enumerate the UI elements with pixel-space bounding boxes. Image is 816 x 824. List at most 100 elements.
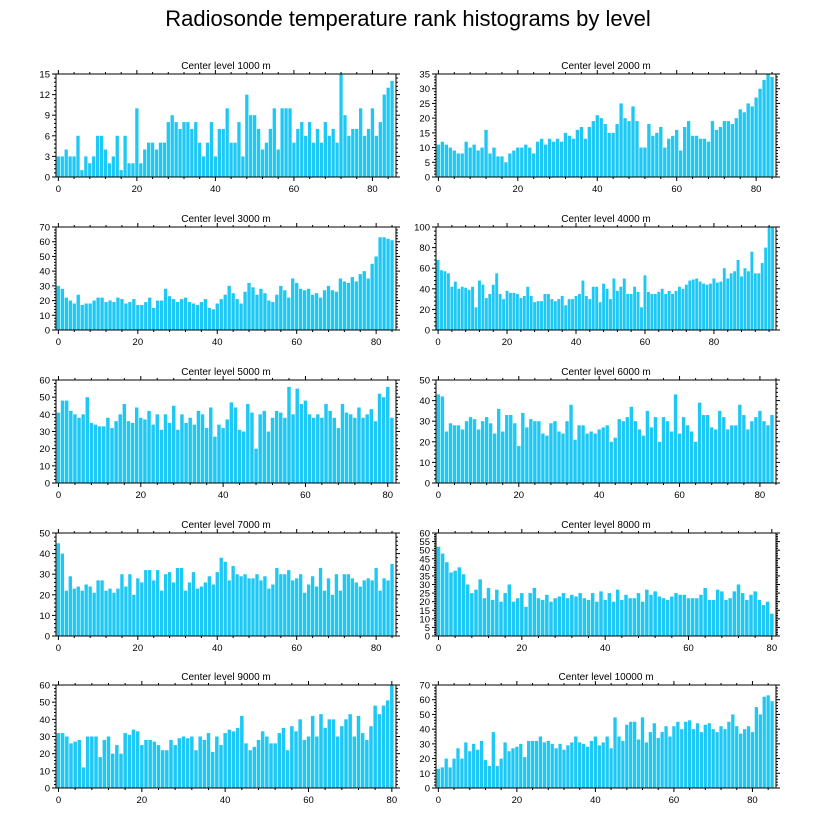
bar [246,404,250,483]
bar [633,721,637,788]
bar [499,758,503,788]
bar [358,586,362,636]
bar [315,736,319,788]
bar [124,303,128,330]
y-tick-label: 0 [45,479,50,490]
bar [448,423,453,483]
bar [334,291,339,330]
bar [72,588,76,636]
bar [172,405,176,483]
bar [340,726,344,788]
bar [453,281,457,330]
bar [742,415,746,483]
bar [307,414,312,483]
x-tick-label: 20 [512,795,523,806]
bar [108,300,112,330]
bar [295,282,299,330]
bar [108,588,112,636]
bar [110,753,115,788]
bar [472,144,476,177]
bar [303,400,308,483]
bar [346,574,351,636]
bar [492,147,496,177]
bar [765,601,770,636]
bar [267,300,271,330]
bar [362,580,366,636]
bar [762,79,766,177]
bar [656,737,660,788]
bar [731,714,735,788]
bar [657,441,662,483]
bar [299,574,303,636]
bar [570,594,574,636]
bar [127,163,131,177]
bar [231,565,235,636]
bar [452,425,457,483]
bar [520,593,524,636]
y-tick-label: 15 [419,128,430,139]
bar [536,301,540,330]
bar [565,421,569,483]
bar [603,124,607,177]
bar [382,578,386,636]
bar [545,435,549,483]
panel-4: Center level 4000 m 0 20 40 60 80 100 0 20 40 60 80 [414,214,780,348]
bar [444,144,448,177]
bar [154,149,159,177]
bar [92,592,96,636]
bar [460,286,464,330]
bar [732,591,737,636]
bar [611,132,615,177]
bar [567,135,572,177]
bar [561,593,566,636]
bar [566,745,570,788]
bar [443,271,447,330]
bar [324,404,328,483]
x-tick-label: 60 [300,490,311,501]
bar [697,402,702,483]
y-tick-label: 10 [419,458,430,469]
bar [123,733,127,788]
y-tick-label: 50 [39,529,50,540]
x-tick-label: 40 [571,337,582,348]
y-tick-label: 60 [419,529,430,540]
bar [762,696,766,788]
bar [203,299,208,330]
bar [456,748,460,788]
bar [573,439,577,483]
bar [719,281,723,330]
bar [771,227,774,330]
panel-3: Center level 3000 m 0 10 20 30 40 50 60 70 0 20 40 6… [39,214,400,348]
y-tick-label: 50 [39,252,50,263]
bar [338,590,343,636]
bar [625,417,629,483]
bar [370,263,374,330]
bar [136,304,140,330]
bar [645,410,650,483]
bar [574,296,578,330]
bar [311,417,316,483]
bar [332,417,336,483]
bar [120,574,124,636]
bar [176,429,180,483]
bar [468,147,472,177]
bar [526,286,530,330]
x-tick-label: 0 [56,337,61,348]
bar [633,421,638,483]
bar [743,268,747,330]
bar [476,150,480,177]
x-tick-label: 0 [56,490,61,501]
bar [200,414,205,483]
bar [227,580,231,636]
bar [225,419,229,483]
y-tick-label: 25 [419,589,430,600]
bar [227,285,231,330]
bar [354,582,358,636]
bar [595,115,599,177]
bar [550,299,554,330]
bar [617,736,621,788]
bar [690,135,695,177]
bar [319,714,323,788]
bar [262,410,267,483]
bar [203,582,208,636]
